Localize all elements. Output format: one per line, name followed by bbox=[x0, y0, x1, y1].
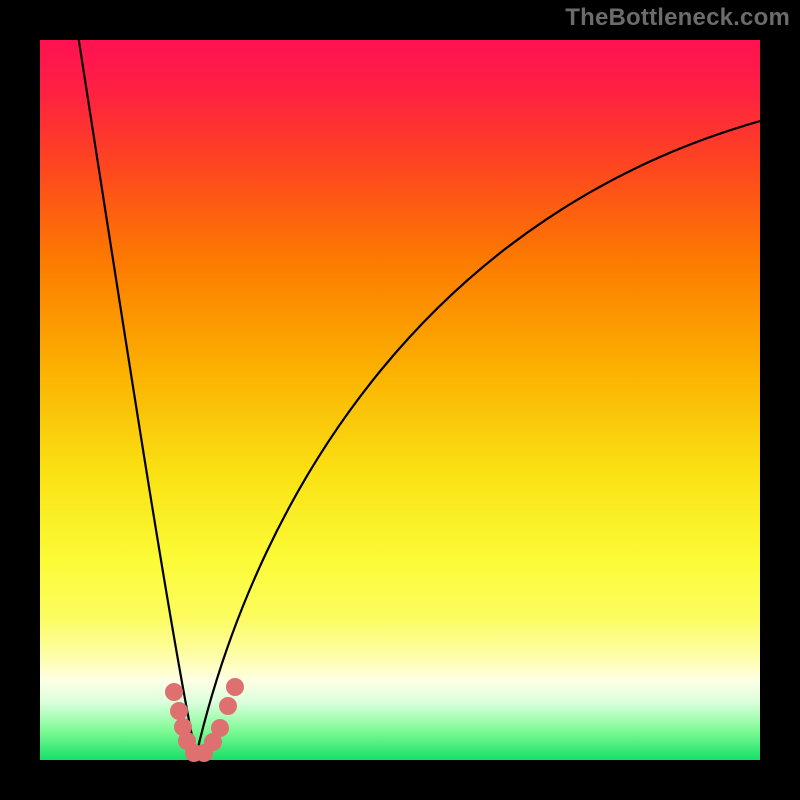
marker-dot bbox=[170, 702, 188, 720]
bottleneck-chart bbox=[0, 0, 800, 800]
marker-dot bbox=[211, 719, 229, 737]
chart-container: TheBottleneck.com bbox=[0, 0, 800, 800]
marker-dot bbox=[165, 683, 183, 701]
marker-dot bbox=[219, 697, 237, 715]
plot-area-gradient bbox=[40, 40, 760, 760]
watermark-text: TheBottleneck.com bbox=[565, 4, 790, 32]
marker-dot bbox=[226, 678, 244, 696]
